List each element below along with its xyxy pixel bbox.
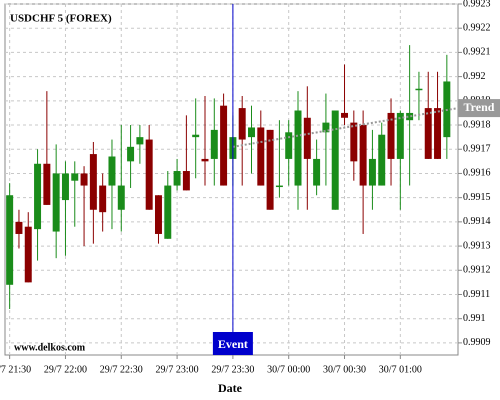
y-tick-label: 0.9912	[463, 265, 491, 276]
candle-body	[34, 163, 42, 230]
candle-body	[80, 173, 88, 186]
chart-title: USDCHF 5 (FOREX)	[10, 13, 112, 25]
candle-body	[275, 185, 283, 188]
candle-body	[61, 173, 69, 201]
y-tick-label: 0.9917	[463, 144, 491, 155]
candle-body	[424, 108, 432, 159]
x-tick-label: 29/7 22:30	[100, 364, 143, 375]
candle-body	[266, 129, 274, 210]
candle-body	[248, 127, 255, 138]
candle-body	[210, 129, 218, 159]
candle-body	[89, 154, 97, 210]
marks	[6, 45, 451, 310]
candle-body	[154, 195, 162, 234]
y-tick-label: 0.991	[463, 313, 486, 324]
watermark: www.delkos.com	[14, 342, 86, 353]
x-tick-label: 30/7 01:00	[379, 364, 422, 375]
candle-body	[99, 185, 107, 213]
y-tick-label: 0.9922	[463, 23, 491, 34]
candle-body	[6, 195, 14, 285]
x-tick-label: 30/7 00:30	[323, 364, 366, 375]
event-label-box	[212, 332, 253, 355]
candle-body	[173, 171, 181, 186]
x-tick-label: 29/7 23:00	[156, 364, 199, 375]
y-tick-label: 0.9914	[463, 216, 491, 227]
candle-body	[257, 127, 265, 186]
x-axis-label: Date	[218, 381, 243, 395]
candle-body	[15, 221, 23, 234]
candle-body	[350, 122, 358, 162]
candle-body	[378, 134, 386, 186]
candle-body	[406, 112, 414, 121]
candle-body	[24, 226, 32, 283]
candle-body	[387, 112, 395, 159]
candle-body	[341, 112, 349, 118]
candle-body	[43, 163, 51, 205]
y-tick-label: 0.9918	[463, 119, 491, 130]
candle-body	[182, 171, 190, 191]
x-tick-label: 29/7 22:00	[44, 364, 87, 375]
candle-body	[303, 117, 311, 159]
candle-body	[238, 108, 246, 140]
y-tick-label: 0.9911	[463, 289, 490, 300]
candle-body	[368, 158, 376, 186]
candle-body	[285, 132, 293, 159]
candle-body	[359, 125, 367, 186]
y-tick-label: 0.9913	[463, 240, 491, 251]
candle-body	[415, 88, 423, 91]
y-tick-label: 0.9923	[463, 0, 491, 9]
x-tick-label: 30/7 00:00	[267, 364, 310, 375]
candle-body	[192, 134, 200, 138]
candle-body	[322, 122, 330, 133]
y-tick-label: 0.992	[463, 71, 486, 82]
candle-body	[71, 173, 79, 181]
event-label: Event	[218, 337, 248, 351]
y-tick-label: 0.9916	[463, 168, 491, 179]
y-tick-label: 0.9921	[463, 47, 491, 58]
candle-body	[220, 105, 228, 186]
candle-body	[117, 185, 125, 210]
x-tick-label: 29/7 23:30	[211, 364, 254, 375]
candle-body	[127, 146, 135, 162]
candle-body	[145, 139, 153, 210]
y-tick-label: 0.9909	[463, 337, 491, 348]
trend-label-box	[458, 99, 500, 118]
trend-label: Trend	[464, 100, 495, 114]
candle-body	[136, 137, 144, 145]
candle-body	[313, 158, 321, 186]
candle-body	[108, 156, 116, 186]
candle-body	[164, 185, 172, 239]
candle-body	[434, 108, 442, 159]
candle-body	[201, 158, 209, 162]
candle-body	[294, 110, 302, 186]
x-tick-label: 29/7 21:30	[0, 364, 31, 375]
y-tick-label: 0.9915	[463, 192, 491, 203]
candle-body	[396, 112, 404, 159]
candle-body	[52, 173, 60, 232]
candle-body	[331, 110, 339, 210]
